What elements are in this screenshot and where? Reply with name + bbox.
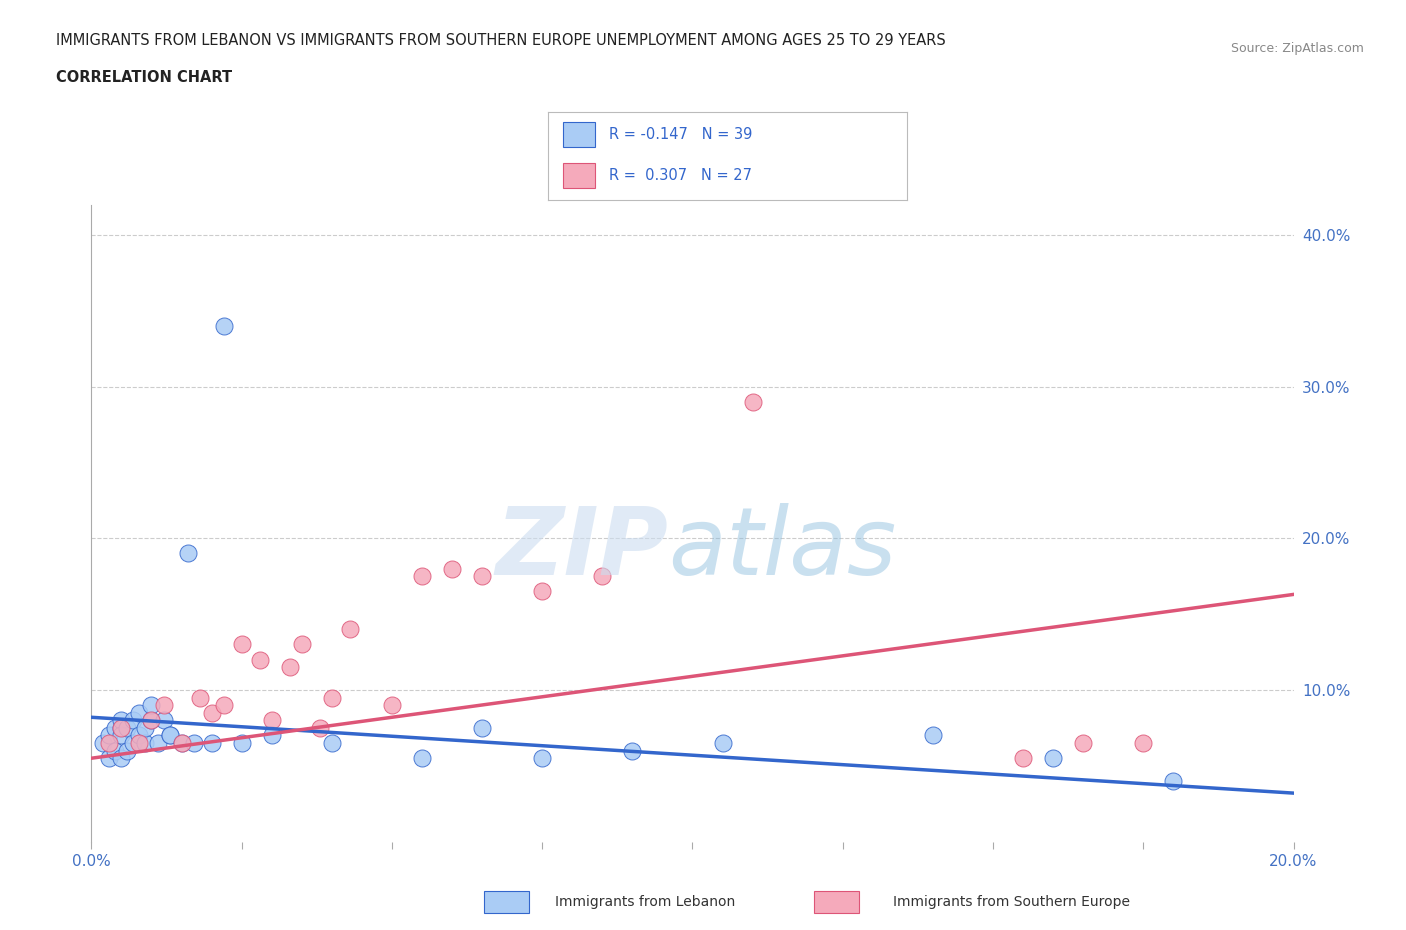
Bar [484,891,529,913]
Point [278,659,301,674]
Point [128,736,150,751]
Point [381,698,404,712]
Point [212,318,235,333]
Point [176,546,198,561]
Point [110,721,132,736]
Point [1042,751,1064,765]
Point [183,736,205,751]
Point [1161,774,1184,789]
Point [440,561,463,576]
Point [260,728,283,743]
Point [128,705,150,720]
Point [711,736,734,751]
Point [141,698,163,712]
Point [741,394,763,409]
Point [159,728,181,743]
Bar [814,891,859,913]
Point [260,713,283,728]
Text: atlas: atlas [668,503,897,594]
Point [411,569,433,584]
Point [531,751,554,765]
Point [122,713,145,728]
Point [188,690,211,705]
Point [531,584,554,599]
Point [152,698,174,712]
Point [212,698,235,712]
Text: R = -0.147   N = 39: R = -0.147 N = 39 [609,127,752,142]
Text: Immigrants from Southern Europe: Immigrants from Southern Europe [893,895,1130,910]
Point [104,743,127,758]
Point [249,652,271,667]
Point [170,736,193,751]
Point [201,736,224,751]
Text: CORRELATION CHART: CORRELATION CHART [56,70,232,85]
Point [134,721,156,736]
Point [922,728,945,743]
Text: ZIP: ZIP [495,502,668,594]
Point [134,736,156,751]
Point [110,728,132,743]
Point [411,751,433,765]
Point [152,713,174,728]
Text: IMMIGRANTS FROM LEBANON VS IMMIGRANTS FROM SOUTHERN EUROPE UNEMPLOYMENT AMONG AG: IMMIGRANTS FROM LEBANON VS IMMIGRANTS FR… [56,33,946,47]
Point [291,637,314,652]
Point [146,736,169,751]
Bar [562,122,595,147]
Point [110,751,132,765]
Point [471,721,494,736]
Point [122,736,145,751]
Point [201,705,224,720]
Point [117,721,139,736]
Point [621,743,644,758]
Point [98,728,121,743]
Point [339,622,361,637]
Text: R =  0.307   N = 27: R = 0.307 N = 27 [609,167,752,182]
Point [128,728,150,743]
Point [231,736,253,751]
Point [231,637,253,652]
Point [159,728,181,743]
Point [170,736,193,751]
Point [104,721,127,736]
Text: Source: ZipAtlas.com: Source: ZipAtlas.com [1230,42,1364,55]
Point [591,569,613,584]
Point [110,721,132,736]
Point [141,713,163,728]
Point [321,690,343,705]
Point [1071,736,1094,751]
Point [93,736,115,751]
Point [98,736,121,751]
Text: Immigrants from Lebanon: Immigrants from Lebanon [555,895,735,910]
Point [98,751,121,765]
Point [141,713,163,728]
Point [1012,751,1035,765]
Point [308,721,330,736]
Point [117,743,139,758]
Point [321,736,343,751]
Point [110,713,132,728]
Point [1132,736,1154,751]
Bar [562,163,595,188]
Point [471,569,494,584]
